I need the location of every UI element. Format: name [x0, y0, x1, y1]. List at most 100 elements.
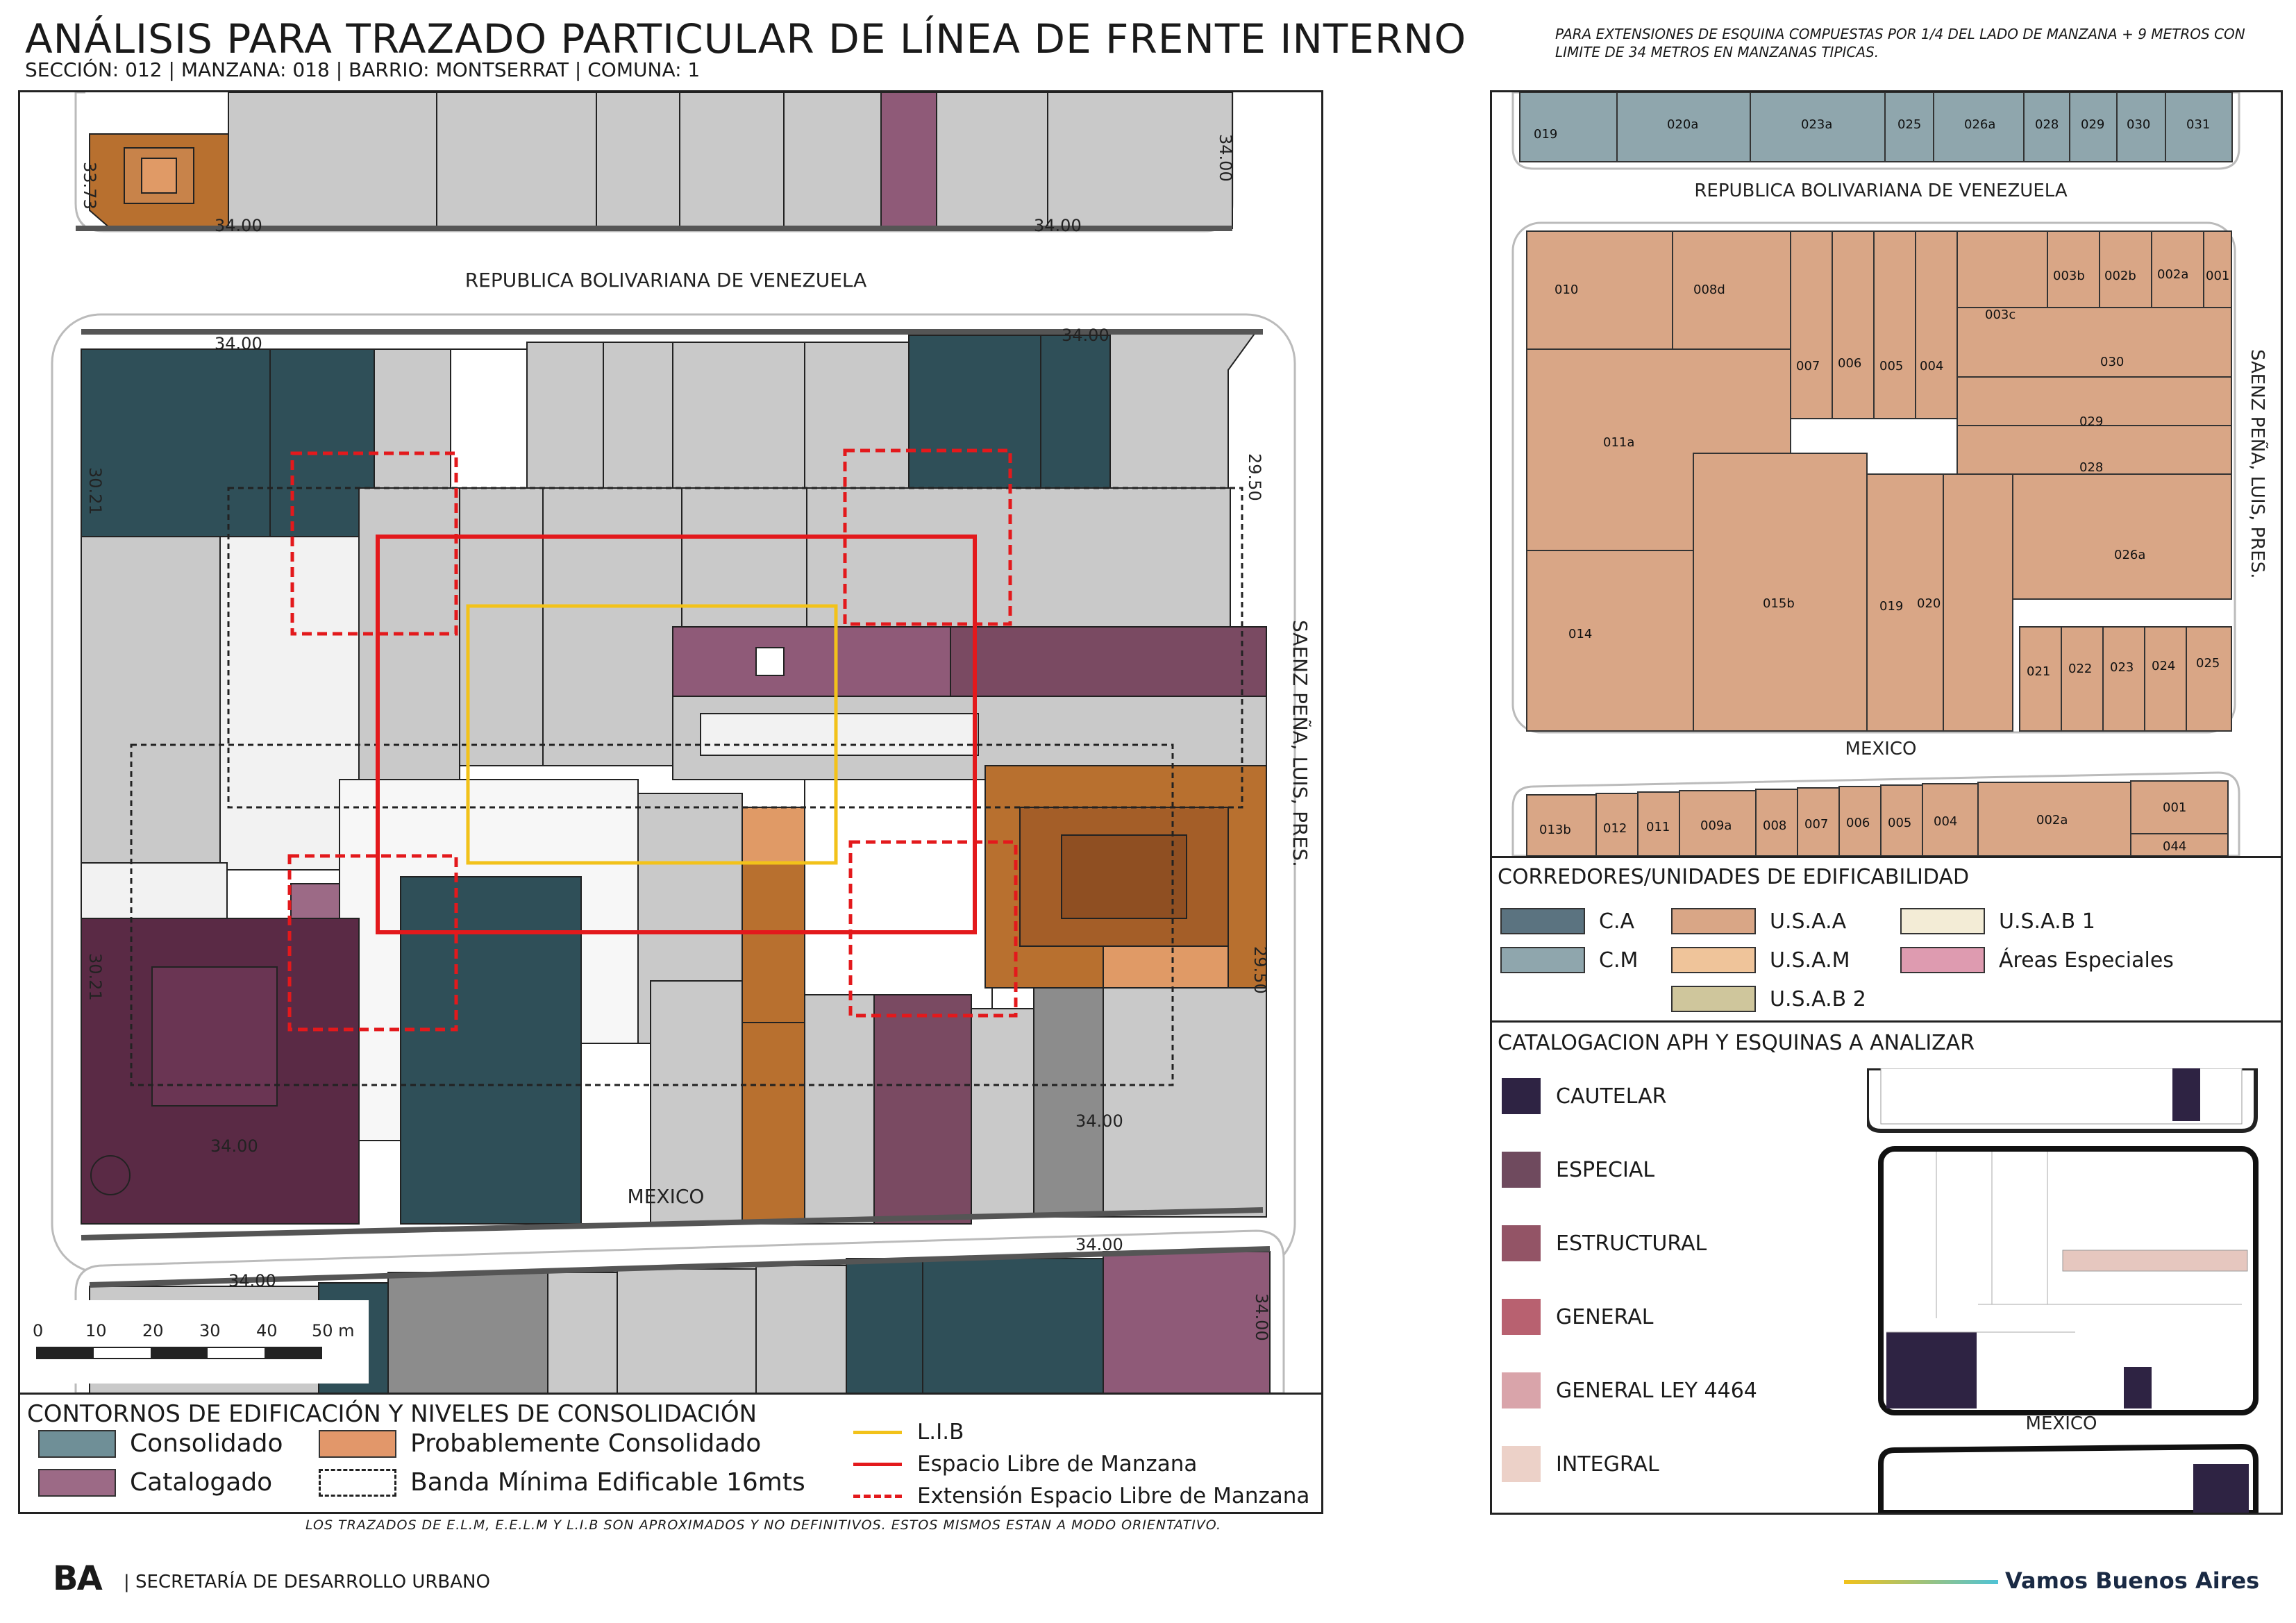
main-block: 34.00 34.00 30.21 30.21 29.50 29.50 34.0… [51, 313, 1296, 1274]
main-map-panel: 33.73 34.00 34.00 34.00 REPUBLICA BOLIVA… [18, 90, 1323, 1395]
legend-label-lib: L.I.B [917, 1420, 964, 1445]
footer-slogan: Vamos Buenos Aires [2005, 1567, 2260, 1594]
street-label-top: REPUBLICA BOLIVARIANA DE VENEZUELA [465, 269, 867, 292]
rm-parcel-023: 023 [2110, 660, 2134, 675]
catalog-mini-map: MEXICO [1867, 1068, 2259, 1513]
rm-parcel-003c: 003c [1985, 308, 2016, 322]
legend-corr-usab1-swatch [1900, 908, 1985, 934]
rm-parcel-026a: 026a [2114, 548, 2145, 562]
legend-corr-usab2-swatch [1671, 986, 1756, 1012]
legend-cat-cautelar-label: CAUTELAR [1556, 1084, 1667, 1109]
rm-street-top: REPUBLICA BOLIVARIANA DE VENEZUELA [1694, 180, 2067, 201]
dim-top-block-right: 34.00 [1216, 134, 1235, 182]
rm-street-right: SAENZ PEÑA, LUIS, PRES. [2247, 349, 2269, 578]
legend-cat-general-label: GENERAL [1556, 1304, 1654, 1329]
mini-map-street: MEXICO [2026, 1413, 2097, 1434]
rm-top-parcel-020a: 020a [1667, 117, 1698, 132]
legend-item-eelm: Extensión Espacio Libre de Manzana [853, 1483, 1309, 1508]
legend-cat-general-ley-swatch [1502, 1372, 1541, 1408]
rm-bottom-parcel-004: 004 [1934, 814, 1957, 829]
rm-bottom-parcel-012: 012 [1603, 821, 1627, 836]
dim-main-top-right: 34.00 [1062, 326, 1109, 345]
legend-corr-usam: U.S.A.M [1671, 947, 1850, 973]
legend-corr-cm-swatch [1500, 947, 1585, 973]
legend-corr-areas-swatch [1900, 947, 1985, 973]
rm-parcel-022: 022 [2068, 662, 2092, 676]
rm-top-parcel-031: 031 [2186, 117, 2210, 132]
legend-cat-especial-label: ESPECIAL [1556, 1157, 1655, 1182]
legend-label-banda: Banda Mínima Edificable 16mts [410, 1468, 805, 1497]
footer-gradient-line [1844, 1580, 1998, 1584]
scale-label-30: 30 [199, 1321, 221, 1340]
legend-catalog-title: CATALOGACION APH Y ESQUINAS A ANALIZAR [1498, 1031, 1975, 1055]
legend-cat-general-swatch [1502, 1299, 1541, 1335]
rm-parcel-011a: 011a [1603, 435, 1634, 450]
dim-bottom-block-top-right: 34.00 [1075, 1235, 1123, 1254]
dim-main-right-upper: 29.50 [1245, 453, 1264, 501]
legend-item-consolidado: Consolidado [38, 1429, 283, 1458]
street-label-bottom: MEXICO [628, 1185, 705, 1208]
legend-corr-usaa: U.S.A.A [1671, 908, 1846, 934]
legend-item-probablemente: Probablemente Consolidado [319, 1429, 761, 1458]
scale-label-0: 0 [33, 1321, 43, 1340]
right-panel: 019 020a 023a 025 026a 028 029 030 031 R… [1490, 90, 2283, 1515]
ba-logo: BA [53, 1559, 103, 1598]
legend-cat-general-ley-label: GENERAL LEY 4464 [1556, 1378, 1757, 1403]
main-map: 33.73 34.00 34.00 34.00 REPUBLICA BOLIVA… [22, 92, 1312, 1393]
legend-corr-cm: C.M [1500, 947, 1638, 973]
legend-item-elm: Espacio Libre de Manzana [853, 1452, 1197, 1477]
dim-main-left-lower: 30.21 [85, 953, 105, 1001]
rm-parcel-010: 010 [1555, 283, 1578, 297]
legend-corr-usaa-label: U.S.A.A [1770, 909, 1847, 934]
legend-corr-areas: Áreas Especiales [1900, 947, 2174, 973]
rm-parcel-028: 028 [2079, 460, 2103, 475]
legend-label-catalogado: Catalogado [130, 1468, 273, 1497]
dim-main-top-left: 34.00 [215, 334, 262, 353]
legend-corr-ca-swatch [1500, 908, 1585, 934]
legend-label-consolidado: Consolidado [130, 1429, 283, 1458]
rm-bottom-parcel-001: 001 [2163, 800, 2186, 815]
rm-parcel-015b: 015b [1763, 596, 1795, 611]
legend-corr-usaa-swatch [1671, 908, 1756, 934]
legend-left-title: CONTORNOS DE EDIFICACIÓN Y NIVELES DE CO… [27, 1400, 757, 1428]
rm-street-bottom: MEXICO [1845, 739, 1917, 759]
dim-main-bottom-left: 34.00 [210, 1136, 258, 1156]
rm-parcel-001: 001 [2206, 269, 2229, 283]
legend-cat-estructural: ESTRUCTURAL [1502, 1225, 1707, 1261]
legend-item-banda: Banda Mínima Edificable 16mts [319, 1468, 805, 1497]
legend-cat-cautelar-swatch [1502, 1078, 1541, 1114]
rm-top-parcel-028: 028 [2035, 117, 2059, 132]
rm-parcel-029: 029 [2079, 414, 2103, 429]
rm-bottom-parcel-002a: 002a [2036, 813, 2068, 827]
legend-corr-ca: C.A [1500, 908, 1634, 934]
rm-bottom-parcel-009a: 009a [1700, 818, 1732, 833]
rm-bottom-parcel-013b: 013b [1539, 823, 1571, 837]
right-map: 019 020a 023a 025 026a 028 029 030 031 R… [1511, 92, 2269, 856]
dim-bottom-block-right: 34.00 [1252, 1293, 1271, 1341]
legend-line-elm [853, 1462, 902, 1466]
dim-top-block-left: 33.73 [80, 162, 99, 210]
rm-bottom-parcel-011: 011 [1646, 820, 1670, 834]
rm-parcel-006: 006 [1838, 356, 1861, 371]
scale-label-20: 20 [142, 1321, 164, 1340]
scale-bar: 0 10 20 30 40 50 m [22, 1300, 369, 1384]
rm-parcel-005: 005 [1879, 359, 1903, 373]
rm-parcel-020: 020 [1917, 596, 1941, 611]
scale-label-40: 40 [256, 1321, 278, 1340]
rm-parcel-014: 014 [1568, 627, 1592, 641]
rm-top-parcel-019: 019 [1534, 127, 1557, 142]
footer-note: LOS TRAZADOS DE E.L.M, E.E.L.M Y L.I.B S… [305, 1517, 1222, 1533]
legend-cat-especial: ESPECIAL [1502, 1152, 1654, 1188]
rm-parcel-019: 019 [1879, 599, 1903, 614]
rm-bottom-parcel-044: 044 [2163, 839, 2186, 854]
dim-top-block-bottom-left: 34.00 [215, 216, 262, 235]
rm-parcel-002b: 002b [2104, 269, 2136, 283]
legend-cat-cautelar: CAUTELAR [1502, 1078, 1666, 1114]
legend-cat-integral-label: INTEGRAL [1556, 1452, 1659, 1477]
legend-corr-usab2-label: U.S.A.B 2 [1770, 986, 1866, 1011]
rm-parcel-003b: 003b [2053, 269, 2085, 283]
scale-label-10: 10 [85, 1321, 107, 1340]
legend-cat-integral: INTEGRAL [1502, 1446, 1659, 1482]
legend-left-panel: CONTORNOS DE EDIFICACIÓN Y NIVELES DE CO… [18, 1393, 1323, 1514]
page-subtitle: SECCIÓN: 012 | MANZANA: 018 | BARRIO: MO… [25, 58, 701, 81]
